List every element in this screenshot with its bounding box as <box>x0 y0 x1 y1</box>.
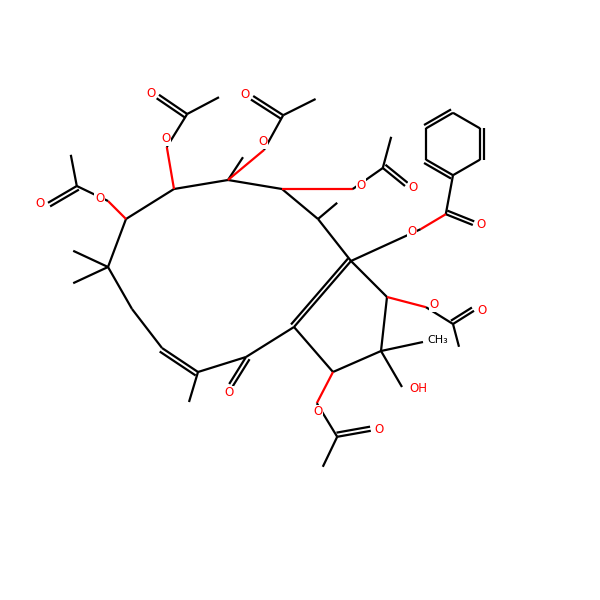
Text: O: O <box>35 197 44 211</box>
Text: O: O <box>240 88 250 101</box>
Text: O: O <box>313 405 323 418</box>
Text: O: O <box>477 304 487 317</box>
Text: O: O <box>409 181 418 194</box>
Text: O: O <box>430 298 439 311</box>
Text: CH₃: CH₃ <box>428 335 448 345</box>
Text: O: O <box>407 225 417 238</box>
Text: O: O <box>146 86 155 100</box>
Text: O: O <box>161 132 170 145</box>
Text: O: O <box>258 135 268 148</box>
Text: OH: OH <box>410 382 428 395</box>
Text: O: O <box>476 218 485 232</box>
Text: O: O <box>374 423 384 436</box>
Text: O: O <box>95 191 104 205</box>
Text: O: O <box>224 386 233 400</box>
Text: O: O <box>356 179 366 192</box>
